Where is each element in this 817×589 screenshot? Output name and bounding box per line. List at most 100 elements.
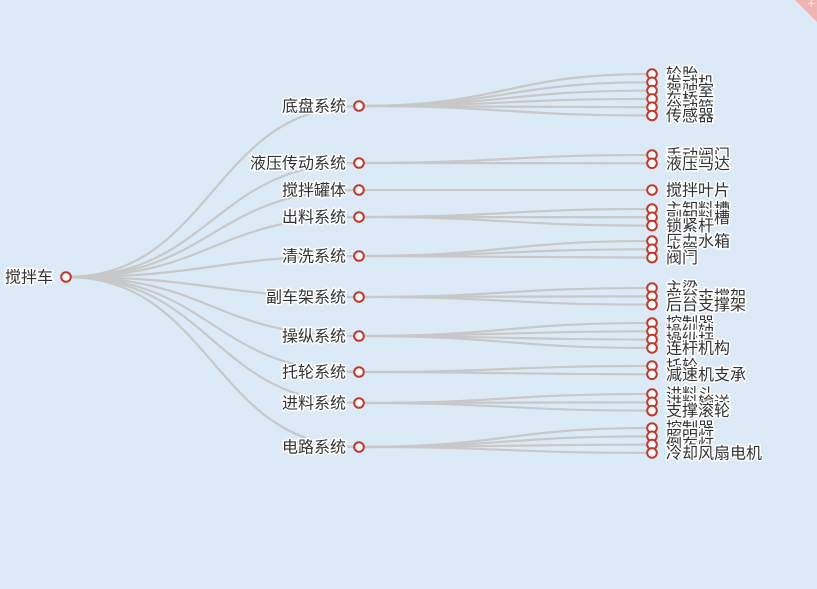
leaf-node[interactable]: 驾驶室 (646, 80, 716, 102)
node-label: 支撑滚轮 (666, 401, 730, 420)
node-label: 搅拌车 (5, 268, 53, 287)
tree-link (65, 275, 360, 299)
category-node[interactable]: 副车架系统 (264, 286, 365, 308)
node-label: 控制器 (666, 314, 714, 333)
tree-link (358, 72, 653, 108)
tree-link (358, 295, 653, 306)
node-circle[interactable] (353, 397, 365, 409)
node-circle[interactable] (646, 404, 658, 417)
node-label: 发动机 (666, 73, 714, 92)
leaf-node[interactable]: 后台支撑架 (646, 294, 748, 316)
leaf-node[interactable]: 轮胎 (646, 63, 700, 85)
leaf-node[interactable]: 冷却风扇电机 (646, 442, 764, 464)
node-circle[interactable] (353, 366, 365, 378)
category-node[interactable]: 进料系统 (280, 392, 365, 414)
node-circle[interactable] (646, 447, 658, 459)
node-circle[interactable] (646, 298, 658, 311)
leaf-node[interactable]: 传感器 (646, 105, 716, 127)
node-label: 进料输送 (666, 393, 730, 412)
leaf-node[interactable]: 进料输送 (646, 391, 732, 413)
node-circle[interactable] (60, 271, 72, 283)
category-node[interactable]: 出料系统 (280, 206, 365, 228)
node-label: 搅拌罐体 (282, 181, 346, 200)
leaf-node[interactable]: 连杆机构 (646, 337, 732, 359)
node-label: 电路系统 (282, 438, 346, 457)
tree-link (65, 254, 360, 279)
node-circle[interactable] (353, 330, 365, 342)
tree-nodes: 轮胎发动机驾驶室车桥分动箱传感器手动阀门液压马达搅拌叶片主卸料槽副卸料槽锁紧杆压… (3, 63, 764, 464)
plus-icon[interactable]: + (806, 0, 816, 10)
node-circle[interactable] (646, 368, 658, 381)
node-label: 冷却风扇电机 (666, 443, 762, 462)
node-circle[interactable] (353, 250, 365, 262)
node-circle[interactable] (646, 184, 658, 196)
node-label: 连杆机构 (666, 338, 730, 357)
tree-links (65, 72, 653, 454)
leaf-node[interactable]: 照明灯 (646, 425, 716, 447)
tree-link (358, 401, 653, 412)
corner-expand-tab[interactable] (795, 0, 817, 22)
category-node[interactable]: 清洗系统 (280, 245, 365, 267)
tree-link (65, 104, 360, 279)
node-label: 副车架系统 (266, 288, 346, 307)
node-label: 手动阀门 (666, 146, 730, 165)
category-node[interactable]: 搅拌罐体 (280, 179, 365, 201)
node-circle[interactable] (646, 157, 658, 170)
leaf-node[interactable]: 发动机 (646, 71, 716, 93)
leaf-node[interactable]: 前台支撑架 (646, 285, 748, 307)
category-node[interactable]: 电路系统 (280, 436, 365, 458)
node-circle[interactable] (353, 157, 365, 169)
leaf-node[interactable]: 液压马达 (646, 152, 732, 174)
node-circle[interactable] (646, 251, 658, 264)
root-node[interactable]: 搅拌车 (3, 266, 72, 288)
leaf-node[interactable]: 副卸料槽 (646, 206, 732, 228)
node-label: 压力水箱 (666, 232, 730, 251)
node-label: 传感器 (666, 106, 714, 125)
leaf-node[interactable]: 锁紧杆 (646, 215, 716, 237)
node-circle[interactable] (353, 211, 365, 223)
tree-link (358, 334, 653, 349)
leaf-node[interactable]: 减速机支承 (646, 363, 748, 385)
tree-link (358, 248, 653, 258)
node-label: 操纵系统 (282, 327, 346, 346)
leaf-node[interactable]: 主卸料槽 (646, 198, 732, 220)
leaf-node[interactable]: 支撑滚轮 (646, 400, 732, 422)
node-circle[interactable] (353, 100, 365, 112)
tree-link (358, 104, 653, 117)
node-label: 照明灯 (666, 427, 714, 446)
leaf-node[interactable]: 车桥 (646, 88, 700, 110)
node-label: 液压马达 (666, 154, 730, 173)
node-circle[interactable] (646, 219, 658, 232)
category-node[interactable]: 操纵系统 (280, 325, 365, 347)
leaf-node[interactable]: 控制器 (646, 417, 716, 439)
tree-link (65, 275, 360, 338)
node-label: 主梁 (666, 279, 698, 298)
leaf-node[interactable]: 压力水箱 (646, 230, 732, 252)
node-circle[interactable] (646, 109, 658, 122)
tree-link (65, 275, 360, 449)
leaf-node[interactable]: 搅拌叶片 (646, 179, 732, 201)
node-circle[interactable] (353, 441, 365, 453)
node-circle[interactable] (353, 184, 365, 196)
leaf-node[interactable]: 手动阀门 (646, 144, 732, 166)
tree-link (358, 153, 653, 165)
leaf-node[interactable]: 进料斗 (646, 383, 716, 405)
leaf-node[interactable]: 水管 (646, 238, 700, 260)
node-label: 倒车灯 (666, 435, 714, 454)
tree-link (65, 161, 360, 279)
leaf-node[interactable]: 操纵轴 (646, 320, 716, 342)
tree-link (358, 207, 653, 219)
category-node[interactable]: 托轮系统 (280, 361, 365, 383)
node-circle[interactable] (353, 291, 365, 303)
node-label: 副卸料槽 (666, 208, 730, 227)
leaf-node[interactable]: 主梁 (646, 277, 700, 299)
tree-link (65, 188, 360, 279)
node-label: 减速机支承 (666, 365, 746, 384)
category-node[interactable]: 液压传动系统 (248, 152, 365, 174)
category-node[interactable]: 底盘系统 (280, 95, 365, 117)
node-circle[interactable] (646, 342, 658, 354)
tree-link (65, 275, 360, 374)
leaf-node[interactable]: 倒车灯 (646, 434, 716, 456)
leaf-node[interactable]: 阀门 (646, 247, 700, 269)
leaf-node[interactable]: 控制器 (646, 312, 716, 334)
